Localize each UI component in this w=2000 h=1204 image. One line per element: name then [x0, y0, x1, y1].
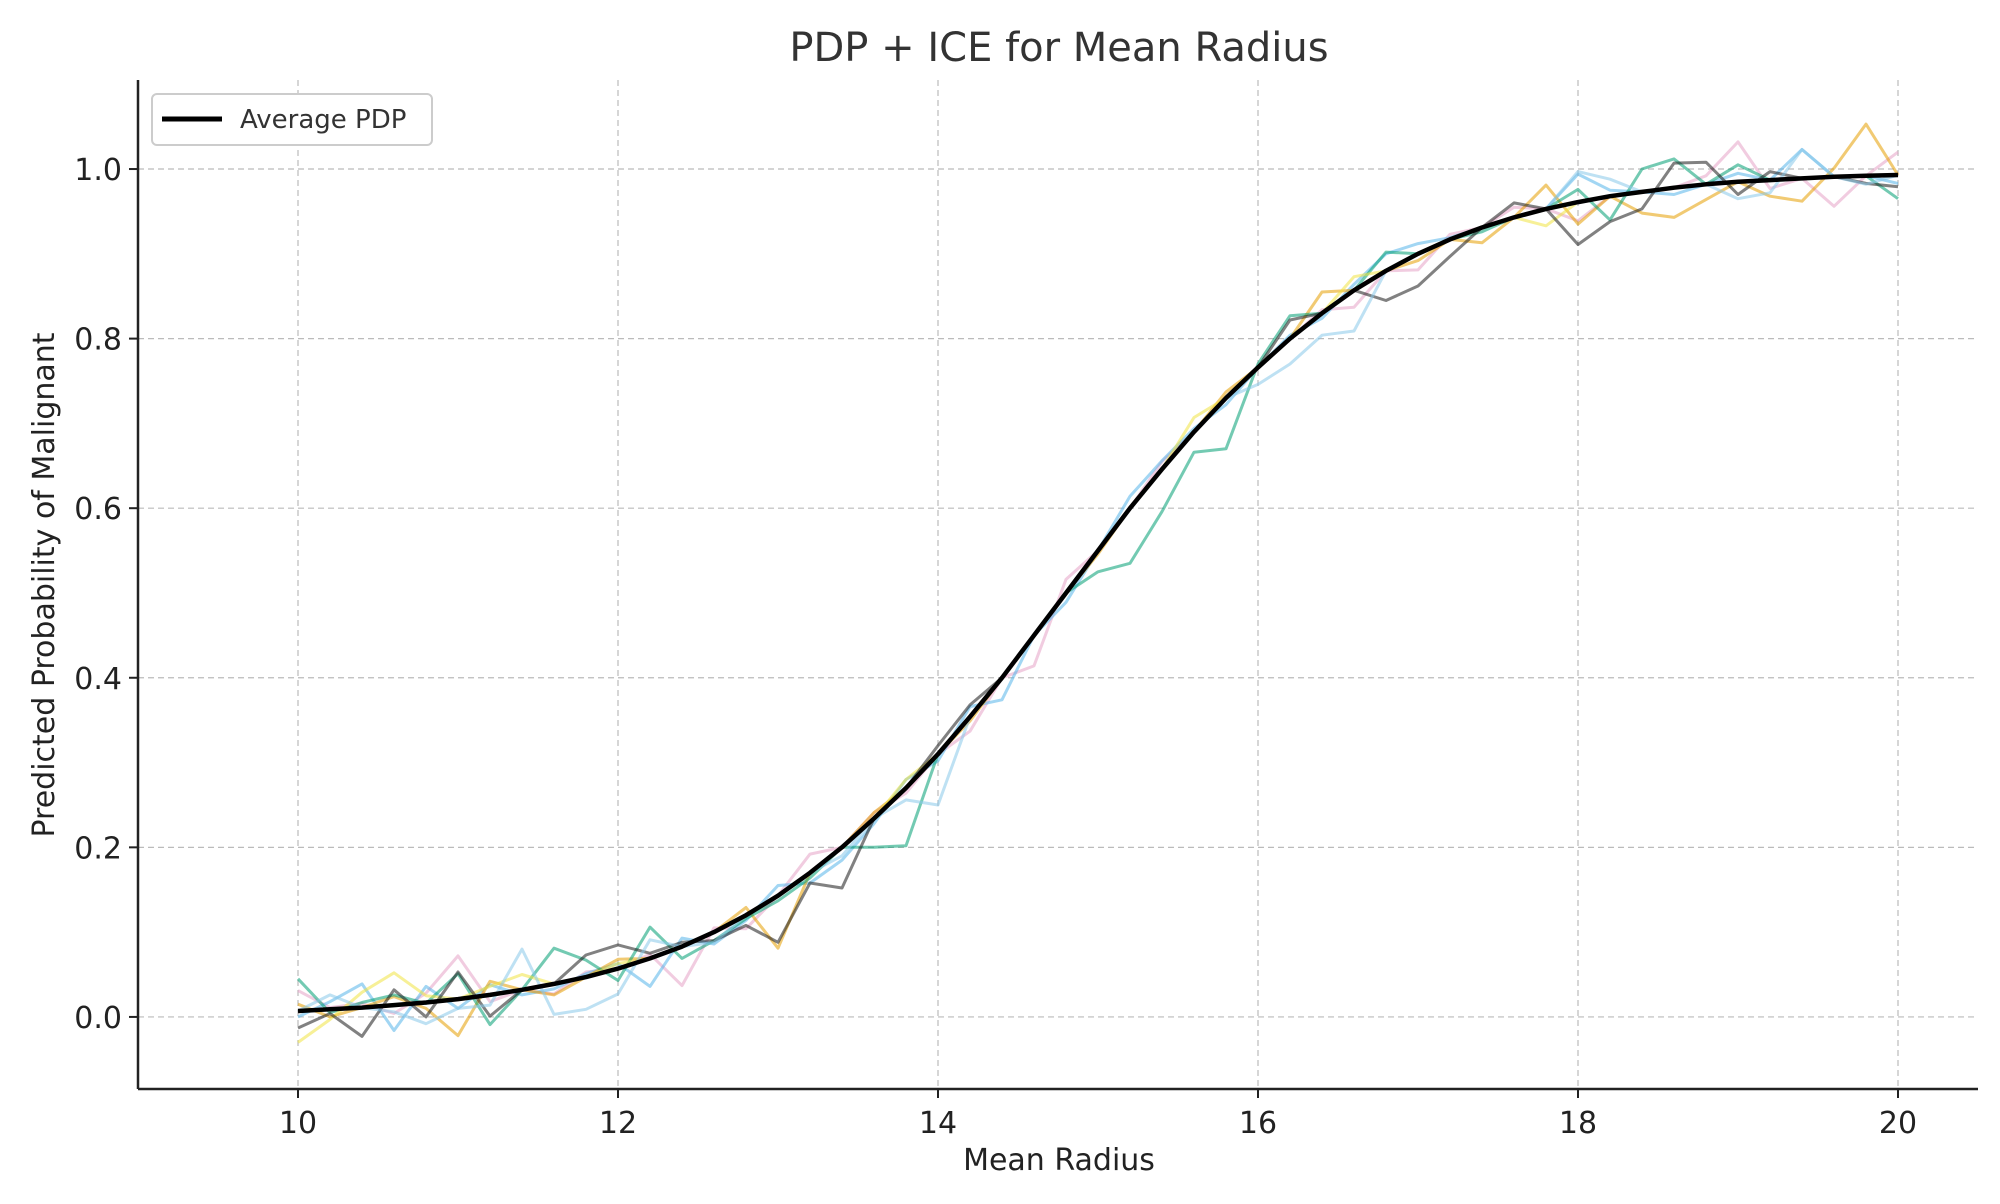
y-tick-label: 1.0: [74, 153, 122, 188]
y-tick-label: 0.6: [74, 492, 122, 527]
average-pdp-line: [297, 172, 1899, 1014]
ice-line-6: [297, 160, 1899, 1038]
y-tick-label: 0.2: [74, 831, 122, 866]
tick-labels: 10 12 14 16 18 20 0.0 0.2 0.4 0.6 0.8 1.0: [74, 153, 1917, 1141]
axes: [129, 80, 1978, 1098]
ice-line-2: [297, 148, 1899, 1032]
x-axis-label: Mean Radius: [963, 1143, 1155, 1178]
grid-lines: [138, 80, 1978, 1089]
legend-box: [151, 93, 433, 146]
y-axis-label: Predicted Probability of Malignant: [27, 332, 62, 837]
chart-title: PDP + ICE for Mean Radius: [789, 25, 1328, 71]
x-tick-label: 20: [1879, 1106, 1917, 1141]
y-tick-label: 0.8: [74, 323, 122, 358]
y-tick-label: 0.4: [74, 662, 122, 697]
pdp-line-group: [297, 172, 1899, 1014]
x-tick-label: 18: [1559, 1106, 1597, 1141]
ice-lines: [296, 122, 1900, 1044]
ice-line-7: [297, 148, 1899, 1026]
x-tick-label: 10: [279, 1106, 317, 1141]
legend-label-average-pdp: Average PDP: [240, 105, 406, 135]
x-tick-label: 16: [1239, 1106, 1277, 1141]
ice-line-5: [297, 173, 1899, 1044]
ice-line-1: [297, 140, 1899, 1015]
y-tick-label: 0.0: [74, 1001, 122, 1036]
x-tick-label: 14: [919, 1106, 957, 1141]
ice-line-4: [296, 157, 1899, 1027]
ice-line-3: [297, 122, 1900, 1038]
x-tick-label: 12: [599, 1106, 637, 1141]
legend: Average PDP: [151, 93, 433, 146]
